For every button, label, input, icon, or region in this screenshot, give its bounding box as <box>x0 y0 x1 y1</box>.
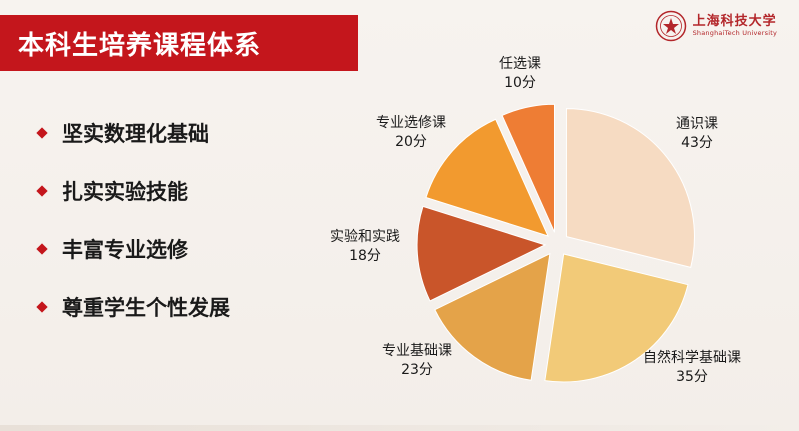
slice-value-label: 35分 <box>676 369 708 385</box>
slice-label: 专业选修课 <box>376 115 446 131</box>
bullet-item: 扎实实验技能 <box>36 176 230 206</box>
bullet-text: 尊重学生个性发展 <box>62 296 230 320</box>
page-title: 本科生培养课程体系 <box>0 15 358 71</box>
pie-slice <box>544 253 689 383</box>
slice-label: 实验和实践 <box>330 229 400 245</box>
university-logo: 上海科技大学 ShanghaiTech University <box>655 8 777 44</box>
slice-label: 任选课 <box>499 56 541 72</box>
bullet-item: 坚实数理化基础 <box>36 118 230 148</box>
slide-footer <box>0 425 799 431</box>
bullet-item: 丰富专业选修 <box>36 234 230 264</box>
slice-value-label: 23分 <box>401 362 433 378</box>
pie-slice <box>434 252 551 381</box>
pie-slice <box>565 108 695 268</box>
page-title-text: 本科生培养课程体系 <box>18 30 262 61</box>
bullet-item: 尊重学生个性发展 <box>36 292 230 322</box>
slice-value-label: 43分 <box>681 135 713 151</box>
slice-label: 专业基础课 <box>382 342 452 359</box>
logo-name-en: ShanghaiTech University <box>692 28 777 37</box>
university-seal-icon <box>655 10 686 42</box>
slice-label: 自然科学基础课 <box>643 349 741 366</box>
bullet-text: 扎实实验技能 <box>62 180 188 204</box>
slice-value-label: 18分 <box>349 248 381 264</box>
pie-slice <box>501 103 555 233</box>
slice-value-label: 10分 <box>504 75 536 91</box>
bullet-list: 坚实数理化基础 扎实实验技能 丰富专业选修 尊重学生个性发展 <box>36 118 230 350</box>
slice-label: 通识课 <box>676 116 718 132</box>
bullet-text: 坚实数理化基础 <box>62 122 209 146</box>
pie-slice <box>416 205 547 302</box>
pie-slice <box>425 118 549 237</box>
logo-name-cn: 上海科技大学 <box>692 14 777 30</box>
bullet-text: 丰富专业选修 <box>62 238 188 262</box>
slice-value-label: 20分 <box>395 134 427 150</box>
